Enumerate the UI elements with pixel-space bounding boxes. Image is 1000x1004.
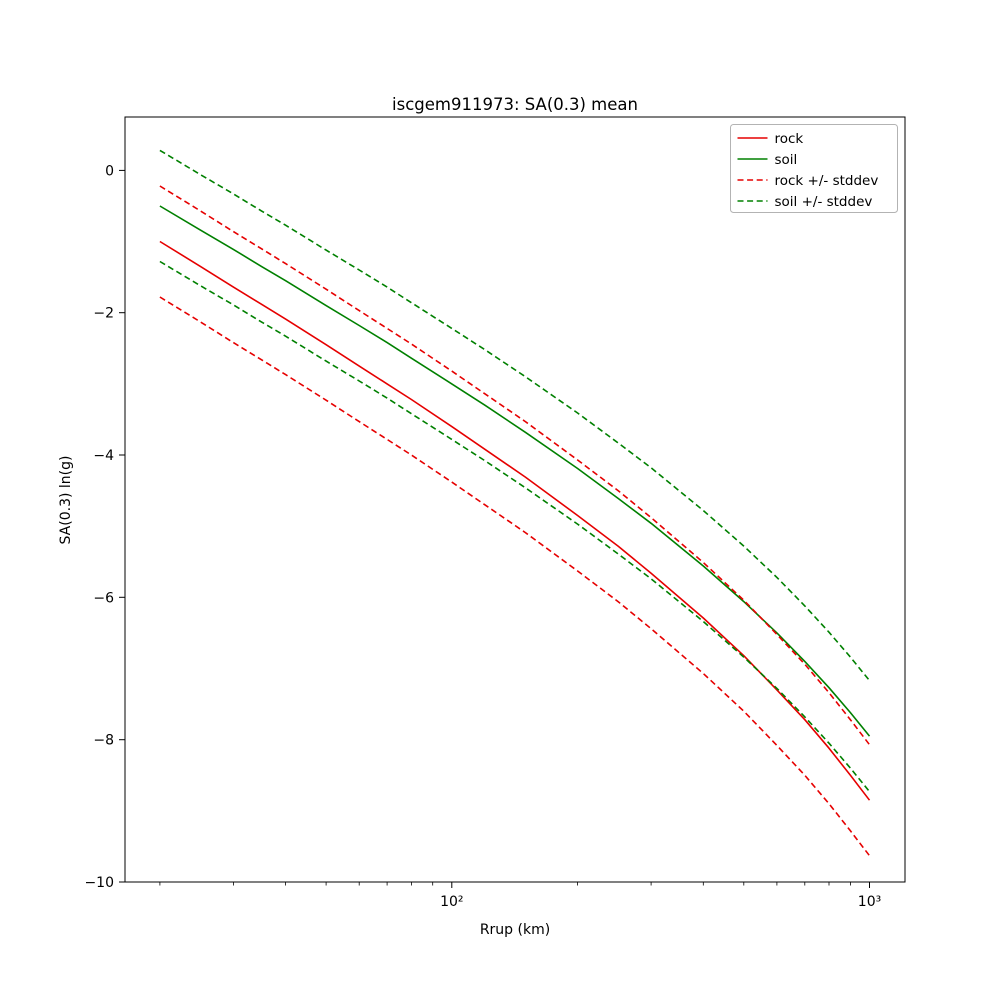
series-soil-plus-stddev-line bbox=[159, 149, 871, 682]
axes-frame bbox=[124, 116, 906, 883]
legend-label: soil +/- stddev bbox=[775, 194, 873, 210]
series-soil-line bbox=[159, 205, 871, 737]
y-tick-label: −4 bbox=[93, 448, 114, 464]
y-tick-label: −8 bbox=[93, 733, 114, 749]
y-tick-label: −6 bbox=[93, 590, 114, 606]
plot-series bbox=[159, 149, 871, 857]
x-axis-label: Rrup (km) bbox=[480, 922, 550, 938]
y-tick-label: −10 bbox=[84, 875, 114, 891]
x-tick-label: 10³ bbox=[858, 894, 881, 910]
legend: rock soil rock +/- stddev soil +/- stddev bbox=[730, 124, 898, 213]
chart-title: iscgem911973: SA(0.3) mean bbox=[392, 95, 638, 114]
y-tick-label: 0 bbox=[105, 163, 114, 179]
series-soil-minus-stddev-line bbox=[159, 260, 871, 793]
legend-label: soil bbox=[775, 152, 798, 168]
y-axis-label: SA(0.3) ln(g) bbox=[58, 456, 74, 545]
axis-ticks: 10² 10³ 0 −2 −4 −6 −8 −10 bbox=[84, 163, 881, 910]
legend-label: rock +/- stddev bbox=[775, 173, 879, 189]
legend-label: rock bbox=[775, 131, 804, 147]
x-tick-label: 10² bbox=[440, 894, 463, 910]
y-tick-label: −2 bbox=[93, 306, 114, 322]
series-rock-line bbox=[159, 240, 871, 801]
series-rock-minus-stddev-line bbox=[159, 296, 871, 857]
legend-box bbox=[730, 124, 898, 213]
